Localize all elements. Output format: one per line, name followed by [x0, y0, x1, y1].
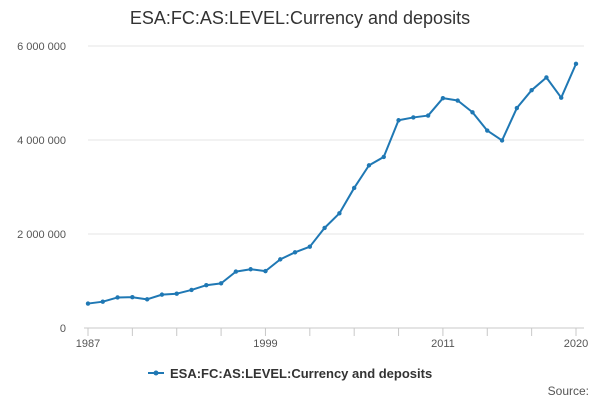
x-axis	[84, 327, 584, 336]
data-point[interactable]	[499, 138, 505, 143]
data-point[interactable]	[573, 61, 579, 67]
data-point[interactable]	[115, 295, 120, 300]
data-point[interactable]	[351, 185, 357, 191]
x-tick-label: 1999	[253, 338, 277, 350]
legend[interactable]: ESA:FC:AS:LEVEL:Currency and deposits	[148, 366, 432, 381]
data-point[interactable]	[85, 301, 91, 306]
data-point[interactable]	[144, 297, 150, 302]
y-tick-label: 2 000 000	[17, 229, 66, 241]
y-axis-tick-labels: 0 2 000 000 4 000 000 6 000 000	[17, 41, 66, 335]
data-point[interactable]	[307, 244, 313, 249]
data-point[interactable]	[559, 95, 564, 100]
legend-item-label: ESA:FC:AS:LEVEL:Currency and deposits	[170, 366, 432, 381]
data-point[interactable]	[470, 110, 475, 115]
series-line	[87, 62, 577, 305]
source-label: Source:	[548, 384, 589, 398]
x-tick-label: 2020	[564, 338, 588, 350]
x-tick-label: 1987	[76, 338, 100, 350]
y-tick-label: 6 000 000	[17, 41, 66, 53]
chart-title: ESA:FC:AS:LEVEL:Currency and deposits	[130, 8, 470, 28]
data-point[interactable]	[130, 295, 135, 300]
y-tick-label: 4 000 000	[17, 135, 66, 147]
y-tick-label: 0	[60, 323, 66, 335]
data-point[interactable]	[529, 87, 534, 93]
data-point[interactable]	[189, 287, 194, 293]
data-point[interactable]	[233, 269, 239, 274]
data-point[interactable]	[381, 154, 386, 160]
x-axis-tick-labels: 1987 1999 2011 2020	[76, 338, 588, 350]
data-point[interactable]	[396, 118, 401, 123]
data-point[interactable]	[174, 291, 179, 296]
x-tick-label: 2011	[431, 338, 455, 350]
data-point[interactable]	[366, 163, 372, 168]
data-point[interactable]	[278, 257, 283, 262]
data-point[interactable]	[455, 98, 460, 103]
data-point[interactable]	[248, 267, 253, 272]
legend-swatch-marker	[153, 370, 159, 376]
data-point[interactable]	[204, 283, 209, 288]
data-point[interactable]	[425, 113, 431, 118]
data-point[interactable]	[337, 211, 342, 216]
data-point[interactable]	[322, 225, 327, 231]
data-point[interactable]	[159, 292, 165, 297]
data-series	[85, 61, 579, 306]
data-point[interactable]	[440, 95, 446, 101]
data-point[interactable]	[544, 75, 549, 80]
data-point[interactable]	[263, 268, 268, 274]
grid-lines	[88, 45, 584, 235]
data-point[interactable]	[218, 281, 224, 286]
data-point[interactable]	[514, 105, 520, 111]
data-point[interactable]	[485, 128, 490, 133]
data-point[interactable]	[292, 250, 298, 255]
data-point[interactable]	[100, 299, 105, 304]
data-point[interactable]	[411, 115, 416, 120]
